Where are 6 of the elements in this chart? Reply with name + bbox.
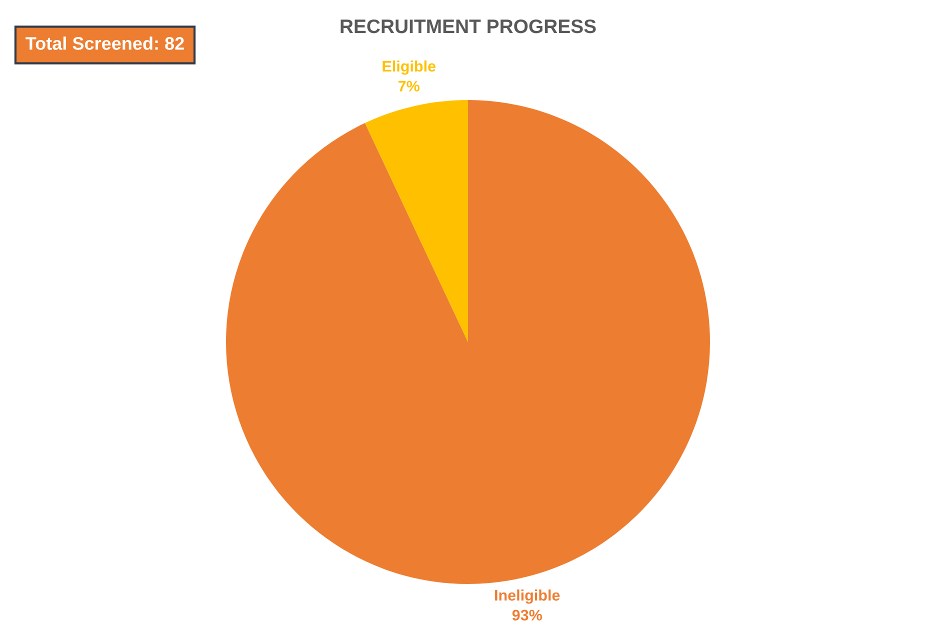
slice-label: Eligible <box>382 60 436 75</box>
slice-label: Ineligible <box>495 589 560 604</box>
text: Total Screened: 82 <box>26 36 184 50</box>
data-label: 7% <box>398 80 420 92</box>
data-label: 93% <box>512 610 542 621</box>
chart-title: RECRUITMENT PROGRESS <box>340 19 596 34</box>
